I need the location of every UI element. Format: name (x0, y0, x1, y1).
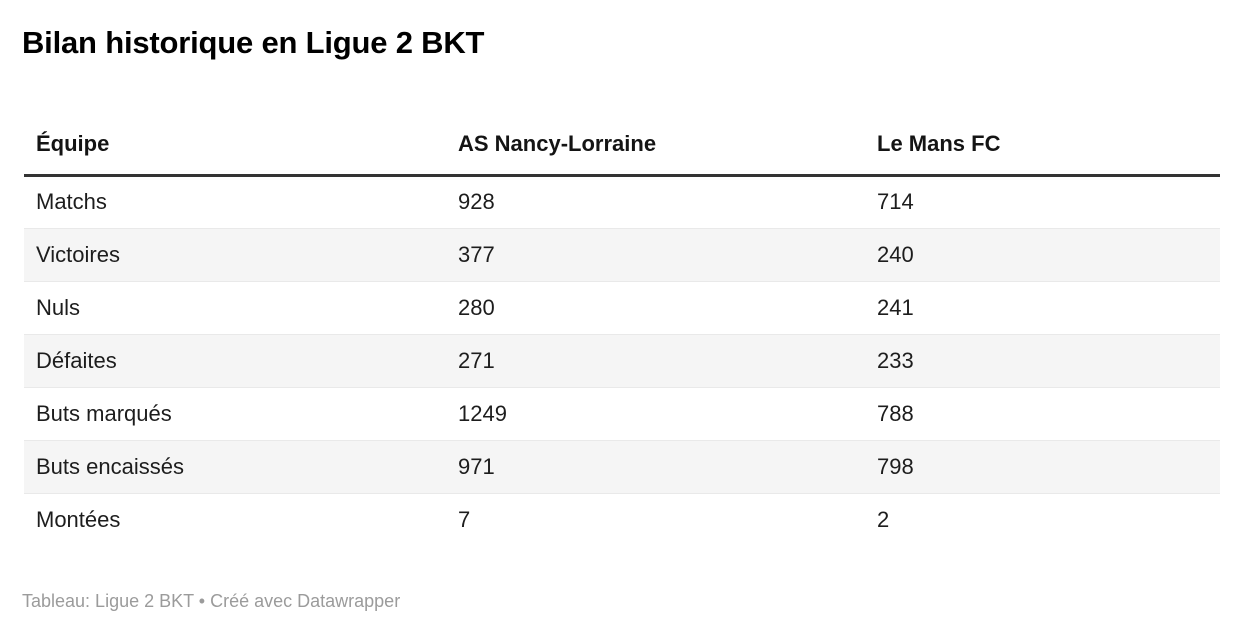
cell-value: 2 (877, 506, 890, 532)
table-row-montees: Montées 7 2 (24, 493, 1220, 546)
cell-value: 233 (877, 347, 914, 373)
table-row-buts-marques: Buts marqués 1249 788 (24, 387, 1220, 440)
cell-value: 7 (458, 506, 471, 532)
datawrapper-table-page: Bilan historique en Ligue 2 BKT Équipe A… (0, 24, 1240, 644)
row-label: Victoires (36, 241, 120, 267)
cell-value: 971 (458, 453, 495, 479)
cell-value: 377 (458, 241, 495, 267)
table-row-victoires: Victoires 377 240 (24, 228, 1220, 281)
table-body: Matchs 928 714 Victoires 377 240 Nuls 28… (24, 175, 1220, 546)
row-label: Nuls (36, 294, 81, 320)
table-row-matchs: Matchs 928 714 (24, 175, 1220, 228)
table-row-buts-encaisses: Buts encaissés 971 798 (24, 440, 1220, 493)
cell-value: 241 (877, 294, 914, 320)
table-row-nuls: Nuls 280 241 (24, 281, 1220, 334)
table-row-defaites: Défaites 271 233 (24, 334, 1220, 387)
column-header-lemans: Le Mans FC (865, 114, 1220, 177)
cell-value: 1249 (458, 400, 507, 426)
cell-value: 240 (877, 241, 914, 267)
attribution-footer: Tableau: Ligue 2 BKT • Créé avec Datawra… (22, 591, 401, 611)
column-header-equipe: Équipe (24, 114, 446, 177)
page-title: Bilan historique en Ligue 2 BKT (22, 25, 485, 60)
row-label: Montées (36, 506, 121, 532)
column-header-nancy: AS Nancy-Lorraine (446, 114, 865, 177)
cell-value: 271 (458, 347, 495, 373)
header-row: Équipe AS Nancy-Lorraine Le Mans FC (24, 114, 1220, 177)
data-table: Équipe AS Nancy-Lorraine Le Mans FC Matc… (24, 114, 1220, 546)
cell-value: 928 (458, 189, 495, 214)
cell-value: 788 (877, 400, 914, 426)
cell-value: 798 (877, 453, 914, 479)
table-header: Équipe AS Nancy-Lorraine Le Mans FC (24, 114, 1220, 177)
cell-value: 280 (458, 294, 495, 320)
row-label: Buts encaissés (36, 453, 184, 479)
cell-value: 714 (877, 189, 914, 214)
row-label: Défaites (36, 347, 117, 373)
row-label: Matchs (36, 189, 107, 214)
row-label: Buts marqués (36, 400, 172, 426)
